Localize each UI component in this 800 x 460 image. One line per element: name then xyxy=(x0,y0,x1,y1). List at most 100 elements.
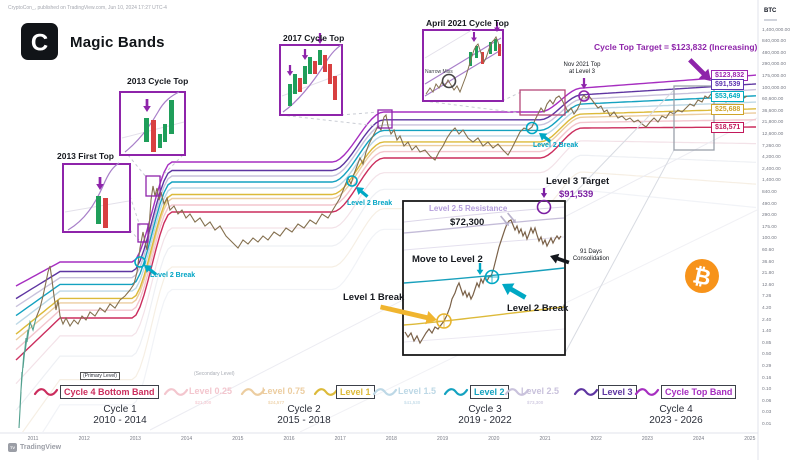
bitcoin-glyph: ₿ xyxy=(690,263,713,291)
cycle-label-1: Cycle 1 2010 - 2014 xyxy=(93,404,146,426)
arrow-2017-3 xyxy=(316,33,324,44)
detail-inset-line-5 xyxy=(403,328,565,343)
legend-value-level-1-5: $41,530 xyxy=(404,400,421,405)
arrow-2013-first-top xyxy=(96,177,104,190)
legend-wave-icon xyxy=(33,388,59,396)
y-axis-tick-10: 7,260.00 xyxy=(762,143,781,149)
candle-2 xyxy=(144,118,149,142)
candle-20 xyxy=(489,42,492,54)
circle-level3-target xyxy=(536,199,552,215)
y-axis-tick-27: 0.85 xyxy=(762,340,772,346)
x-axis-year-2020: 2020 xyxy=(488,436,500,442)
y-axis-tick-22: 12.60 xyxy=(762,282,775,288)
y-axis-tick-8: 21,800.00 xyxy=(762,120,784,126)
dashed-connector-4 xyxy=(280,114,379,127)
circle-narrow-miss xyxy=(441,73,457,89)
arrow-cycle-top-target xyxy=(688,58,711,81)
y-axis-tick-18: 100.00 xyxy=(762,236,777,242)
symbol-label[interactable]: BTC xyxy=(764,8,777,14)
candle-13 xyxy=(318,50,322,65)
tradingview-logo-icon: TV xyxy=(8,443,17,452)
consolidation-line2: Consolidation xyxy=(572,256,610,262)
x-axis-year-2012: 2012 xyxy=(78,436,90,442)
y-axis-tick-19: 60.60 xyxy=(762,247,775,253)
y-axis-tick-5: 100,000.00 xyxy=(762,85,787,91)
cycle-range: 2023 - 2026 xyxy=(649,415,703,426)
dashed-connector-2 xyxy=(127,154,148,179)
y-axis-tick-4: 175,000.00 xyxy=(762,73,787,79)
ghost-band-1 xyxy=(15,154,757,411)
nov-2021-line2: at Level 3 xyxy=(568,69,596,75)
x-axis-year-2025: 2025 xyxy=(744,436,756,442)
band-cycle-4-bottom-band xyxy=(15,126,756,361)
label-2013-cycle-top: 2013 Cycle Top xyxy=(127,76,189,86)
y-axis-tick-3: 290,000.00 xyxy=(762,62,787,68)
label-2013-first-top: 2013 First Top xyxy=(57,151,114,161)
y-axis-tick-23: 7.26 xyxy=(762,294,772,300)
arrow-2017-1 xyxy=(286,65,294,76)
label-level2-break-2012: Level 2 Break xyxy=(150,272,196,279)
legend-item-level-2-5: Level 2.5 xyxy=(521,386,560,396)
candle-1 xyxy=(103,198,108,228)
y-axis-tick-26: 1.40 xyxy=(762,329,772,335)
marker-rect-2013-first-top xyxy=(137,223,149,243)
cycle-name: Cycle 3 xyxy=(468,404,502,415)
inset-2021-price xyxy=(425,35,501,95)
candle-22 xyxy=(498,44,501,56)
legend-wave-icon xyxy=(634,388,660,396)
marker-rect-2021-top xyxy=(519,89,566,116)
price-level-label-2: $53,649 xyxy=(711,90,745,102)
marker-rect-2017-top xyxy=(377,109,393,129)
x-axis-year-2014: 2014 xyxy=(181,436,193,442)
price-level-label-4: $18,571 xyxy=(711,121,745,133)
y-axis-tick-12: 2,400.00 xyxy=(762,166,781,172)
legend-wave-icon xyxy=(573,388,599,396)
price-level-label-1: $91,539 xyxy=(711,78,745,90)
y-axis-tick-14: 840.00 xyxy=(762,189,777,195)
candle-15 xyxy=(328,64,332,84)
candle-5 xyxy=(163,124,167,142)
candle-16 xyxy=(333,76,337,100)
legend-item-cycle-top-band: Cycle Top Band xyxy=(661,385,737,399)
arrow-nov-2021 xyxy=(580,78,588,89)
legend-item-level-0-75: Level 0.75 xyxy=(262,386,306,396)
arrow-resistance-1 xyxy=(500,215,509,226)
legend-item-level-2: Level 2 xyxy=(470,385,509,399)
page-title: Magic Bands xyxy=(70,34,165,51)
ghost-band-0 xyxy=(15,140,756,385)
arrow-2017-2 xyxy=(301,49,309,60)
y-axis-tick-28: 0.50 xyxy=(762,352,772,358)
y-axis-tick-20: 36.60 xyxy=(762,259,775,265)
y-axis-tick-33: 0.03 xyxy=(762,410,772,416)
candle-10 xyxy=(303,66,307,84)
x-axis-year-2021: 2021 xyxy=(539,436,551,442)
y-axis-tick-21: 21.80 xyxy=(762,271,775,277)
arrow-move-to-level2 xyxy=(476,263,484,275)
y-axis-tick-30: 0.16 xyxy=(762,375,772,381)
legend-wave-icon xyxy=(163,388,189,396)
candle-6 xyxy=(169,100,174,134)
x-axis-year-2017: 2017 xyxy=(334,436,346,442)
candle-3 xyxy=(151,120,156,152)
price-level-label-3: $25,688 xyxy=(711,103,745,115)
candle-8 xyxy=(293,74,297,94)
attribution: CryptoCon_, published on TradingView.com… xyxy=(8,5,167,11)
arrow-2013-top xyxy=(143,99,151,112)
candle-14 xyxy=(323,55,327,72)
band-level-0-75 xyxy=(15,112,757,341)
arrow-level3-target xyxy=(540,188,548,198)
candle-4 xyxy=(158,134,162,148)
legend-wave-icon xyxy=(504,388,530,396)
y-axis-tick-1: 840,000.00 xyxy=(762,39,787,45)
ghost-band-2 xyxy=(21,171,757,432)
cycle-name: Cycle 2 xyxy=(287,404,321,415)
label-level2-break-2020: Level 2 Break xyxy=(533,142,579,149)
y-axis-tick-11: 4,200.00 xyxy=(762,155,781,161)
label-consolidation: 91 Days Consolidation xyxy=(562,249,620,263)
tradingview-watermark[interactable]: TV TradingView xyxy=(8,443,61,452)
price-line xyxy=(35,91,748,328)
detail-inset-line-4 xyxy=(403,306,565,326)
arrow-level2-break-inset xyxy=(502,283,527,300)
candle-0 xyxy=(96,196,101,224)
